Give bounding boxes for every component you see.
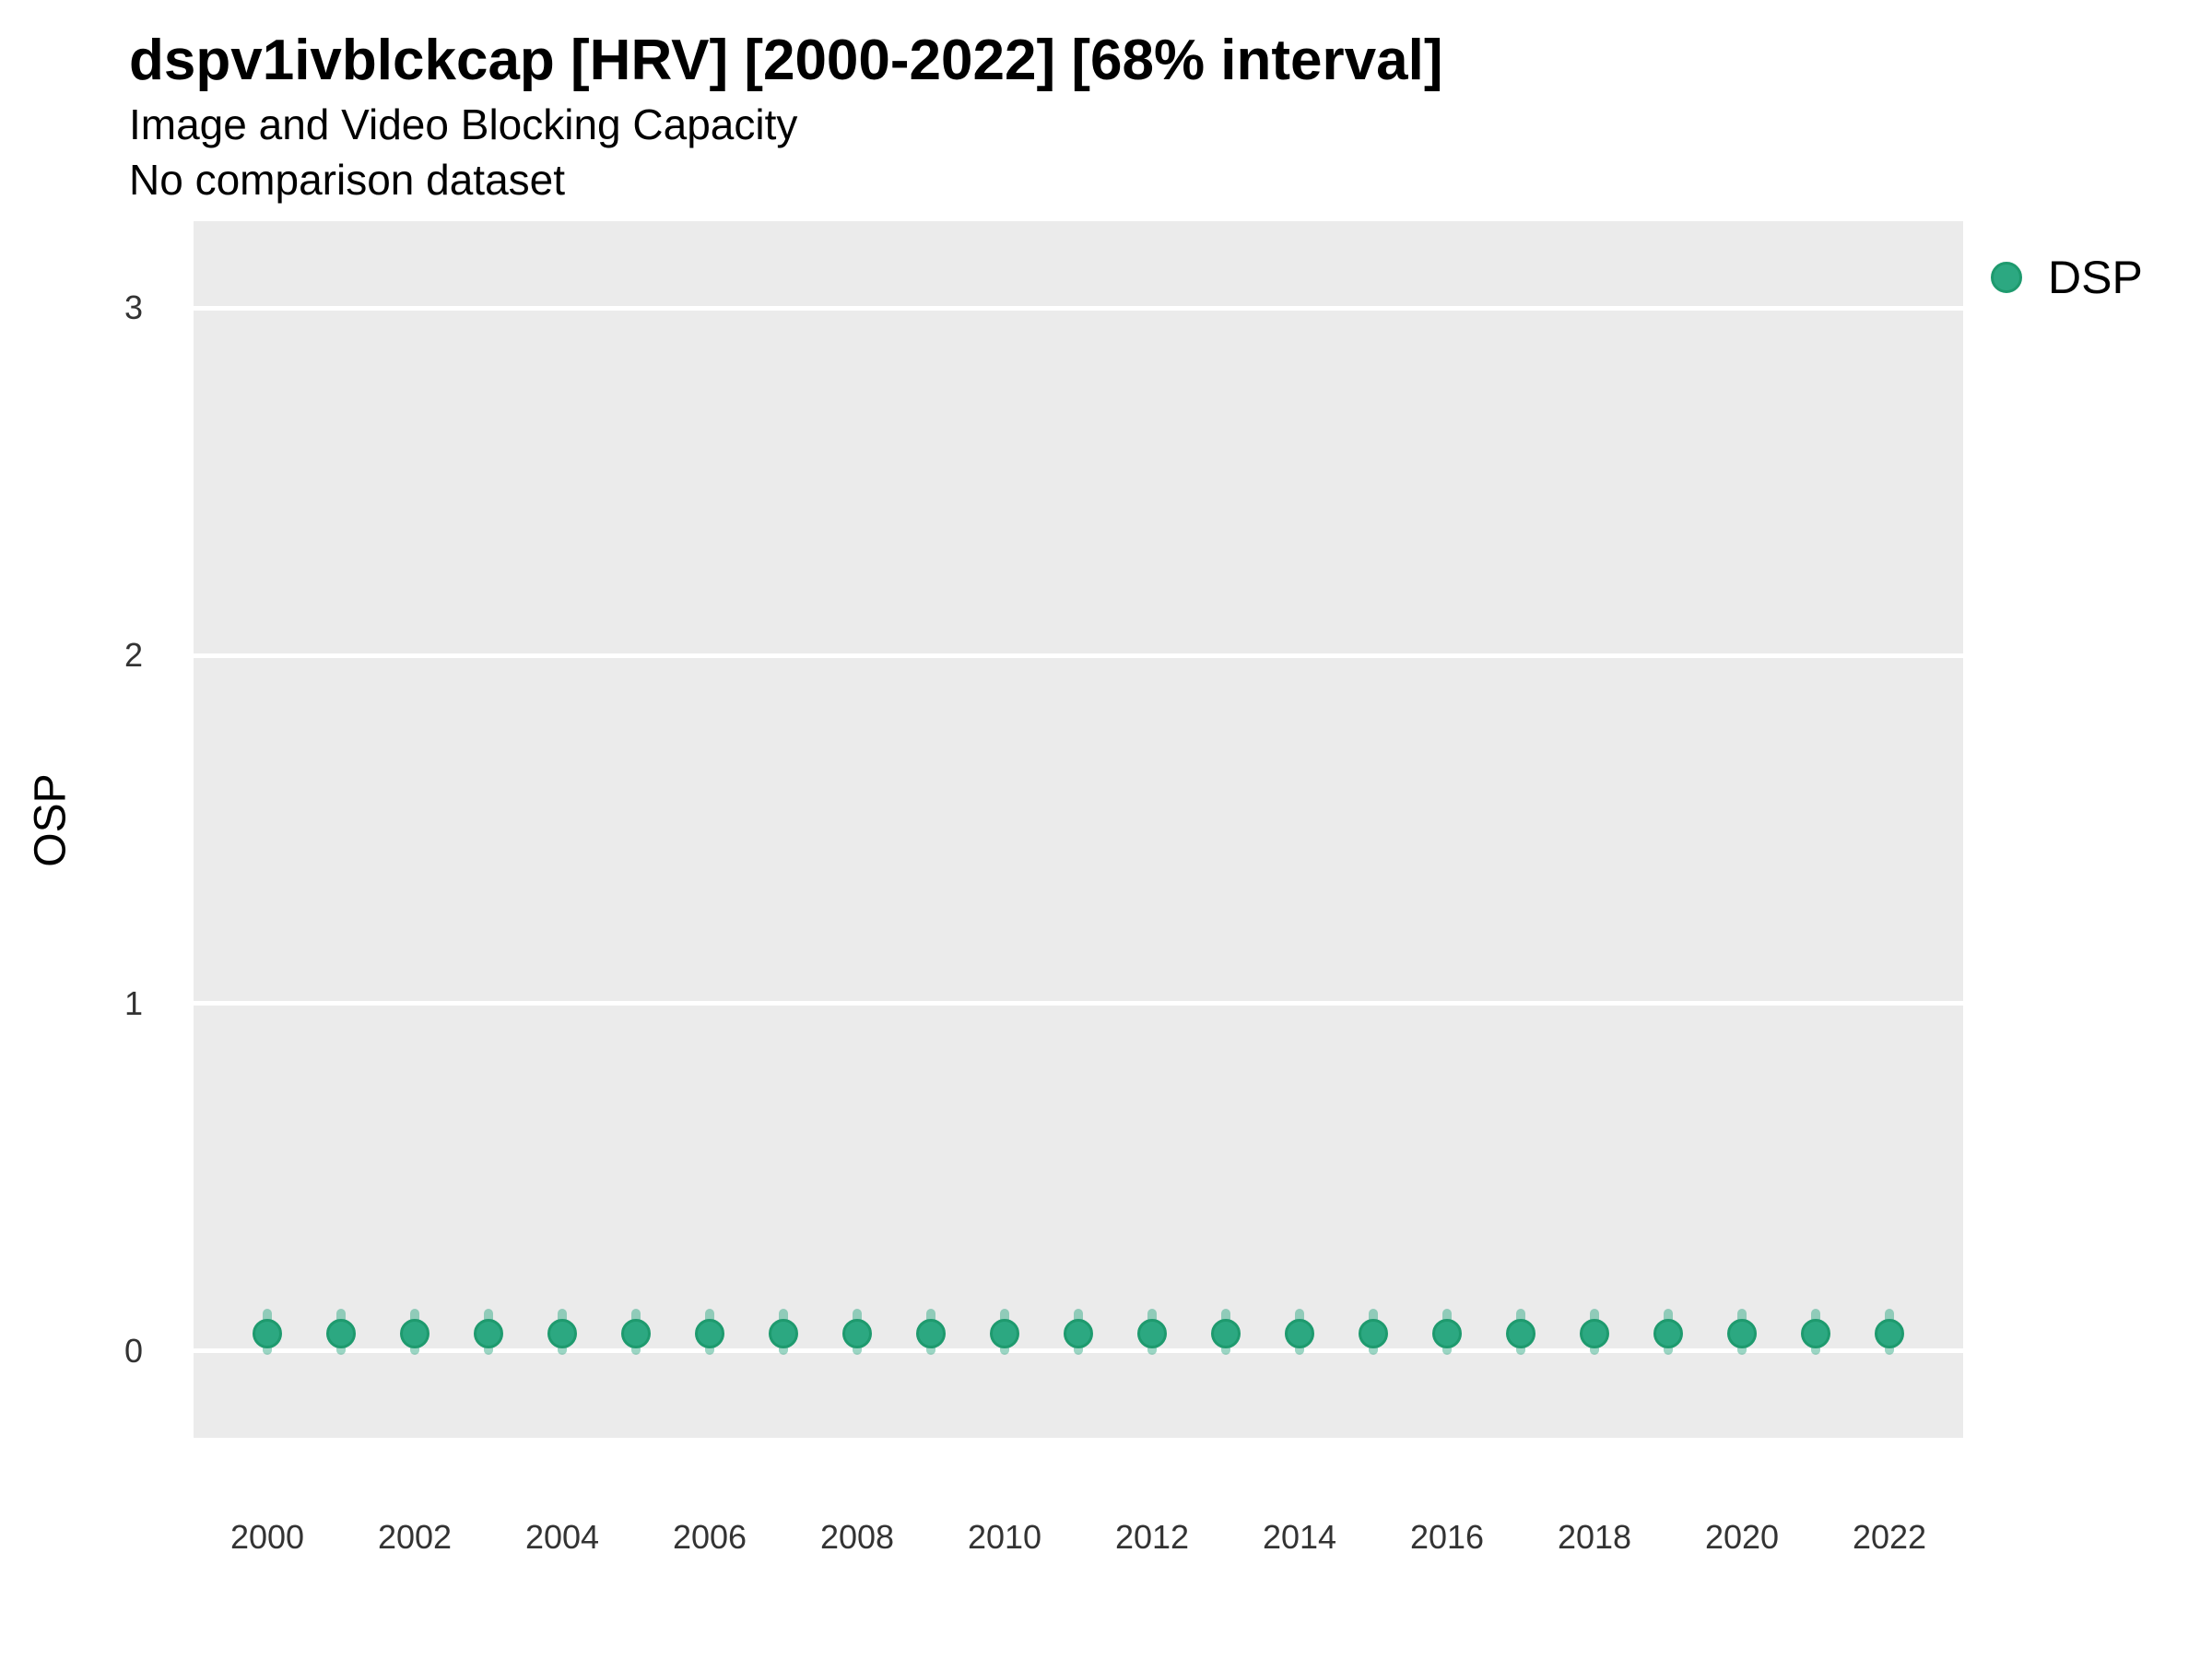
data-point-2004 [547,1318,577,1348]
data-point-2002 [400,1318,429,1348]
x-tick-label-2002: 2002 [377,1518,453,1556]
gridline-y-1 [194,1001,1963,1006]
chart-title: dspv1ivblckcap [HRV] [2000-2022] [68% in… [129,29,1443,92]
data-point-2018 [1580,1318,1609,1348]
x-tick-label-2012: 2012 [1114,1518,1190,1556]
y-tick-label-2: 2 [124,636,143,675]
data-point-2021 [1801,1318,1830,1348]
data-point-2003 [474,1318,503,1348]
data-point-2006 [695,1318,724,1348]
data-point-2007 [769,1318,798,1348]
data-point-2017 [1506,1318,1535,1348]
data-point-2014 [1285,1318,1314,1348]
data-point-2020 [1727,1318,1757,1348]
x-tick-label-2014: 2014 [1262,1518,1337,1556]
x-tick-label-2018: 2018 [1557,1518,1632,1556]
data-point-2008 [842,1318,872,1348]
x-tick-label-2008: 2008 [819,1518,895,1556]
x-tick-label-2020: 2020 [1704,1518,1780,1556]
x-tick-label-2016: 2016 [1409,1518,1485,1556]
data-point-2012 [1137,1318,1167,1348]
data-point-2009 [916,1318,946,1348]
legend-label: DSP [2048,252,2143,303]
gridline-y-3 [194,305,1963,311]
data-point-2005 [621,1318,651,1348]
data-point-2022 [1875,1318,1904,1348]
chart-note: No comparison dataset [129,156,566,204]
data-point-2011 [1064,1318,1093,1348]
y-tick-label-0: 0 [124,1331,143,1370]
x-tick-label-2000: 2000 [229,1518,305,1556]
plot-panel [194,221,1963,1438]
data-point-2016 [1432,1318,1462,1348]
x-tick-label-2010: 2010 [967,1518,1042,1556]
gridline-y-0 [194,1348,1963,1354]
data-point-2001 [326,1318,356,1348]
y-tick-label-3: 3 [124,288,143,327]
data-point-2013 [1211,1318,1241,1348]
data-point-2000 [253,1318,282,1348]
data-point-2010 [990,1318,1019,1348]
gridline-y-2 [194,653,1963,658]
legend: DSP [1991,251,2143,304]
x-tick-label-2004: 2004 [524,1518,600,1556]
chart-subtitle: Image and Video Blocking Capacity [129,100,798,148]
y-axis-title: OSP [26,773,76,867]
x-tick-label-2022: 2022 [1852,1518,1927,1556]
legend-dot-icon [1991,262,2022,293]
data-point-2019 [1653,1318,1683,1348]
data-point-2015 [1359,1318,1388,1348]
x-tick-label-2006: 2006 [672,1518,747,1556]
y-tick-label-1: 1 [124,983,143,1022]
